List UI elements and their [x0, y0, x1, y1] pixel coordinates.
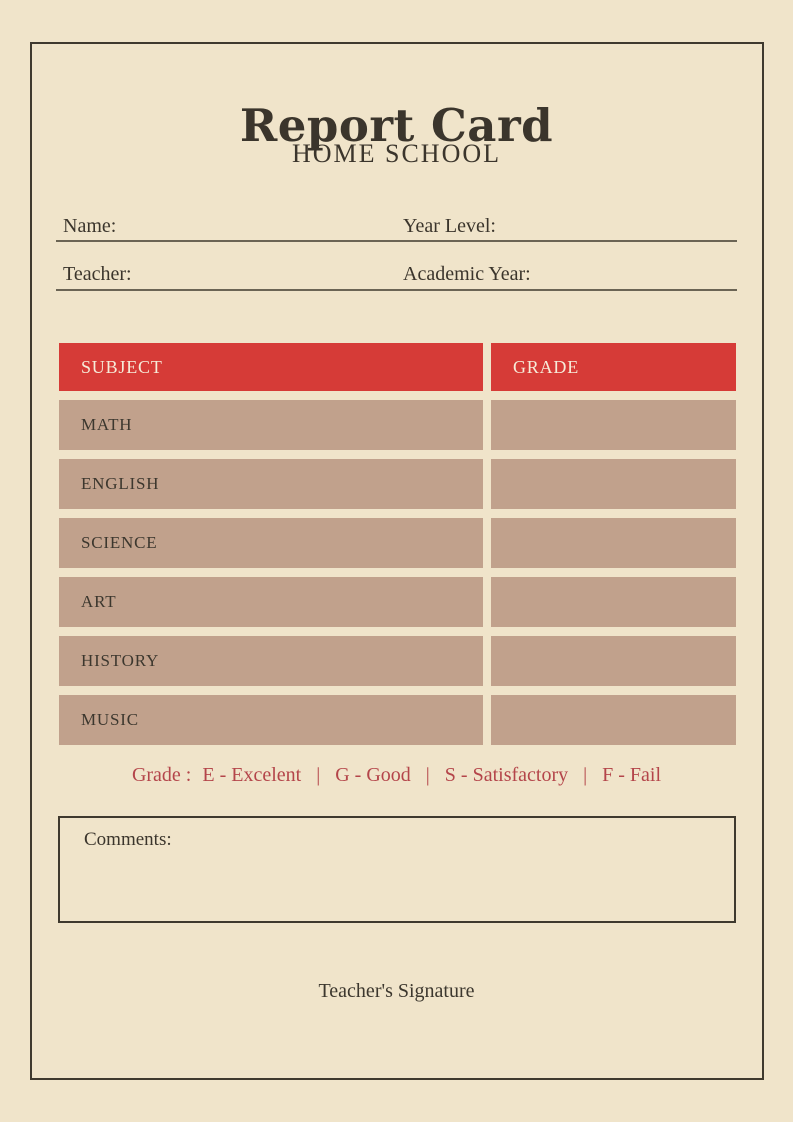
subject-cell-music: MUSIC: [59, 695, 483, 745]
teacher-label: Teacher:: [63, 263, 132, 285]
grade-cell-music[interactable]: [491, 695, 736, 745]
table-row: HISTORY: [59, 636, 736, 686]
name-year-level-fill-line[interactable]: [56, 240, 737, 242]
grade-legend-item: E - Excelent: [202, 764, 302, 786]
teacher-academic-year-fill-line[interactable]: [56, 289, 737, 291]
grade-legend-item: S - Satisfactory: [444, 764, 569, 786]
page-title: Report Card: [239, 99, 554, 153]
grade-legend-separator: |: [316, 764, 321, 786]
grade-header-cell: GRADE: [491, 343, 736, 391]
teacher-signature-label: Teacher's Signature: [318, 980, 475, 1002]
grade-cell-english[interactable]: [491, 459, 736, 509]
grade-cell-math[interactable]: [491, 400, 736, 450]
table-row: MUSIC: [59, 695, 736, 745]
grades-table: SUBJECT GRADE MATH ENGLISH SCIENCE ART H…: [59, 343, 736, 754]
grade-legend-item: F - Fail: [602, 764, 662, 786]
subject-header-cell: SUBJECT: [59, 343, 483, 391]
table-row: ENGLISH: [59, 459, 736, 509]
subject-cell-english: ENGLISH: [59, 459, 483, 509]
table-row: SCIENCE: [59, 518, 736, 568]
page-border-frame: [30, 42, 764, 1080]
comments-box[interactable]: Comments:: [58, 816, 736, 923]
year-level-label: Year Level:: [403, 215, 496, 237]
table-row: MATH: [59, 400, 736, 450]
grade-legend-item: G - Good: [335, 764, 411, 786]
subject-cell-history: HISTORY: [59, 636, 483, 686]
subject-cell-science: SCIENCE: [59, 518, 483, 568]
page-subtitle: HOME SCHOOL: [291, 139, 502, 168]
table-header-row: SUBJECT GRADE: [59, 343, 736, 391]
grade-cell-science[interactable]: [491, 518, 736, 568]
comments-label: Comments:: [84, 829, 172, 850]
grade-cell-art[interactable]: [491, 577, 736, 627]
grade-legend-separator: |: [425, 764, 430, 786]
grade-cell-history[interactable]: [491, 636, 736, 686]
subject-cell-art: ART: [59, 577, 483, 627]
grade-legend-separator: |: [583, 764, 588, 786]
name-label: Name:: [63, 215, 117, 237]
subject-cell-math: MATH: [59, 400, 483, 450]
grade-legend: Grade : E - Excelent | G - Good | S - Sa…: [0, 764, 793, 787]
academic-year-label: Academic Year:: [403, 263, 531, 285]
table-row: ART: [59, 577, 736, 627]
grade-legend-prefix: Grade :: [131, 764, 192, 786]
